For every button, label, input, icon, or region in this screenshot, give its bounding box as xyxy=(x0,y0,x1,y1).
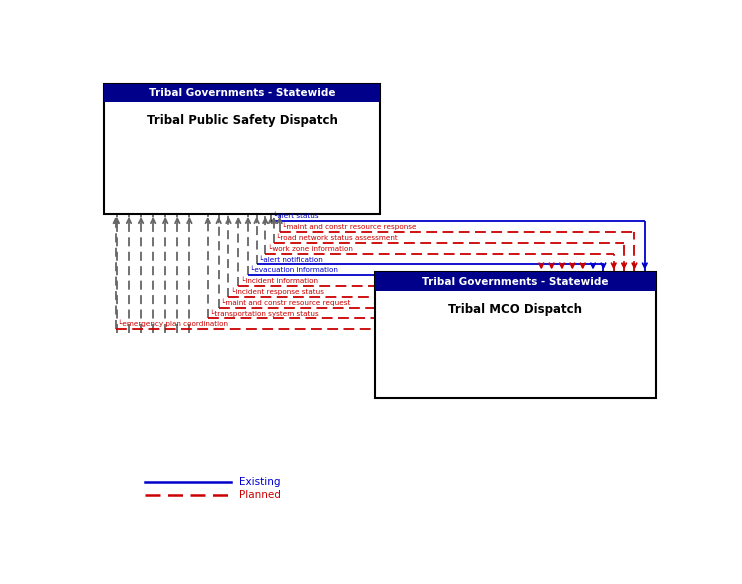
Text: Tribal Governments - Statewide: Tribal Governments - Statewide xyxy=(149,88,335,98)
Text: └maint and constr resource response: └maint and constr resource response xyxy=(282,223,416,230)
Text: └maint and constr resource request: └maint and constr resource request xyxy=(221,298,350,305)
Text: Tribal Governments - Statewide: Tribal Governments - Statewide xyxy=(422,277,608,287)
Bar xyxy=(104,84,380,102)
Text: └emergency plan coordination: └emergency plan coordination xyxy=(118,319,228,327)
Text: └work zone information: └work zone information xyxy=(268,245,352,252)
Text: └incident information: └incident information xyxy=(240,277,318,284)
Bar xyxy=(375,272,657,291)
Text: └alert notification: └alert notification xyxy=(259,256,323,263)
Text: Tribal Public Safety Dispatch: Tribal Public Safety Dispatch xyxy=(147,114,338,127)
Text: Existing: Existing xyxy=(240,478,281,488)
Text: └alert status: └alert status xyxy=(273,213,319,219)
Text: Planned: Planned xyxy=(240,490,281,500)
Text: └incident response status: └incident response status xyxy=(231,287,324,295)
Text: └evacuation information: └evacuation information xyxy=(250,267,338,273)
Text: Tribal MCO Dispatch: Tribal MCO Dispatch xyxy=(448,303,582,315)
Text: └transportation system status: └transportation system status xyxy=(210,309,319,317)
Bar xyxy=(375,273,657,398)
Bar xyxy=(104,84,380,214)
Text: └road network status assessment: └road network status assessment xyxy=(276,234,398,241)
